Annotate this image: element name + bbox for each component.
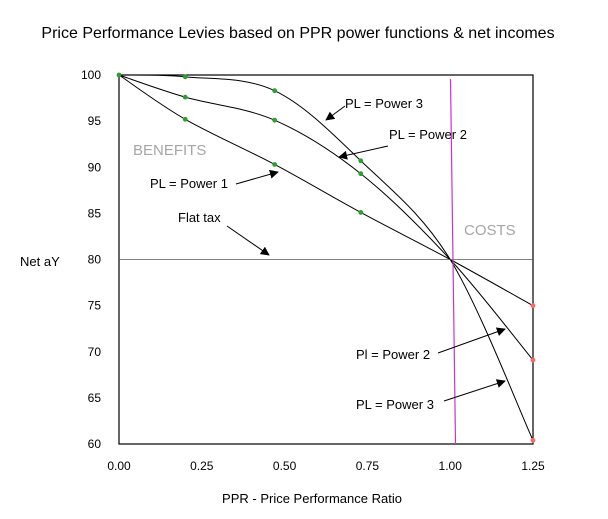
annotation-power3-top: PL = Power 3 <box>345 96 423 111</box>
y-axis-label: Net aY <box>20 254 60 269</box>
data-point <box>182 116 188 122</box>
x-tick-label: 0.50 <box>273 459 297 473</box>
data-point <box>358 210 364 215</box>
arrow-power3-bottom <box>443 379 506 402</box>
y-tick-label: 60 <box>88 437 102 451</box>
x-tick-label: 1.25 <box>521 459 545 473</box>
x-axis-label: PPR - Price Performance Ratio <box>222 491 402 506</box>
x-tick-label: 0.25 <box>190 459 214 473</box>
arrow-power2-bottom <box>437 327 506 354</box>
series-power-3 <box>118 74 534 441</box>
data-point <box>272 88 278 94</box>
data-point <box>530 357 536 363</box>
chart-title: Price Performance Levies based on PPR po… <box>41 25 554 42</box>
data-point-origin <box>116 72 122 78</box>
y-tick-label: 85 <box>88 206 102 220</box>
arrow-power1 <box>235 169 279 185</box>
annotation-flat-tax: Flat tax <box>178 210 221 225</box>
annotation-power3-bottom: PL = Power 3 <box>356 397 434 412</box>
annotation-power2-top: PL = Power 2 <box>389 127 467 142</box>
data-point <box>358 171 364 177</box>
data-point <box>272 162 278 167</box>
y-tick-label: 95 <box>88 114 102 128</box>
data-point <box>358 158 364 164</box>
x-tick-label: 1.00 <box>439 459 463 473</box>
annotation-power1: PL = Power 1 <box>150 176 228 191</box>
y-tick-label: 70 <box>88 345 102 359</box>
costs-label: COSTS <box>464 222 516 239</box>
x-tick-label: 0.00 <box>107 459 131 473</box>
y-tick-label: 90 <box>88 160 102 174</box>
data-point <box>530 437 536 443</box>
annotation-power2-bottom: Pl = Power 2 <box>356 347 430 362</box>
benefits-label: BENEFITS <box>133 142 206 159</box>
y-tick-label: 65 <box>88 391 102 405</box>
data-point <box>272 117 278 123</box>
breakeven-line <box>449 78 457 445</box>
arrow-flat-tax <box>226 225 270 256</box>
arrow-power3-top <box>325 105 346 121</box>
data-point <box>182 94 188 100</box>
y-tick-label: 75 <box>88 299 102 313</box>
data-point <box>530 303 536 309</box>
x-tick-label: 0.75 <box>356 459 380 473</box>
data-point <box>182 74 188 80</box>
y-tick-label: 80 <box>88 253 102 267</box>
arrow-power2-top <box>338 145 389 160</box>
y-tick-label: 100 <box>81 68 101 82</box>
